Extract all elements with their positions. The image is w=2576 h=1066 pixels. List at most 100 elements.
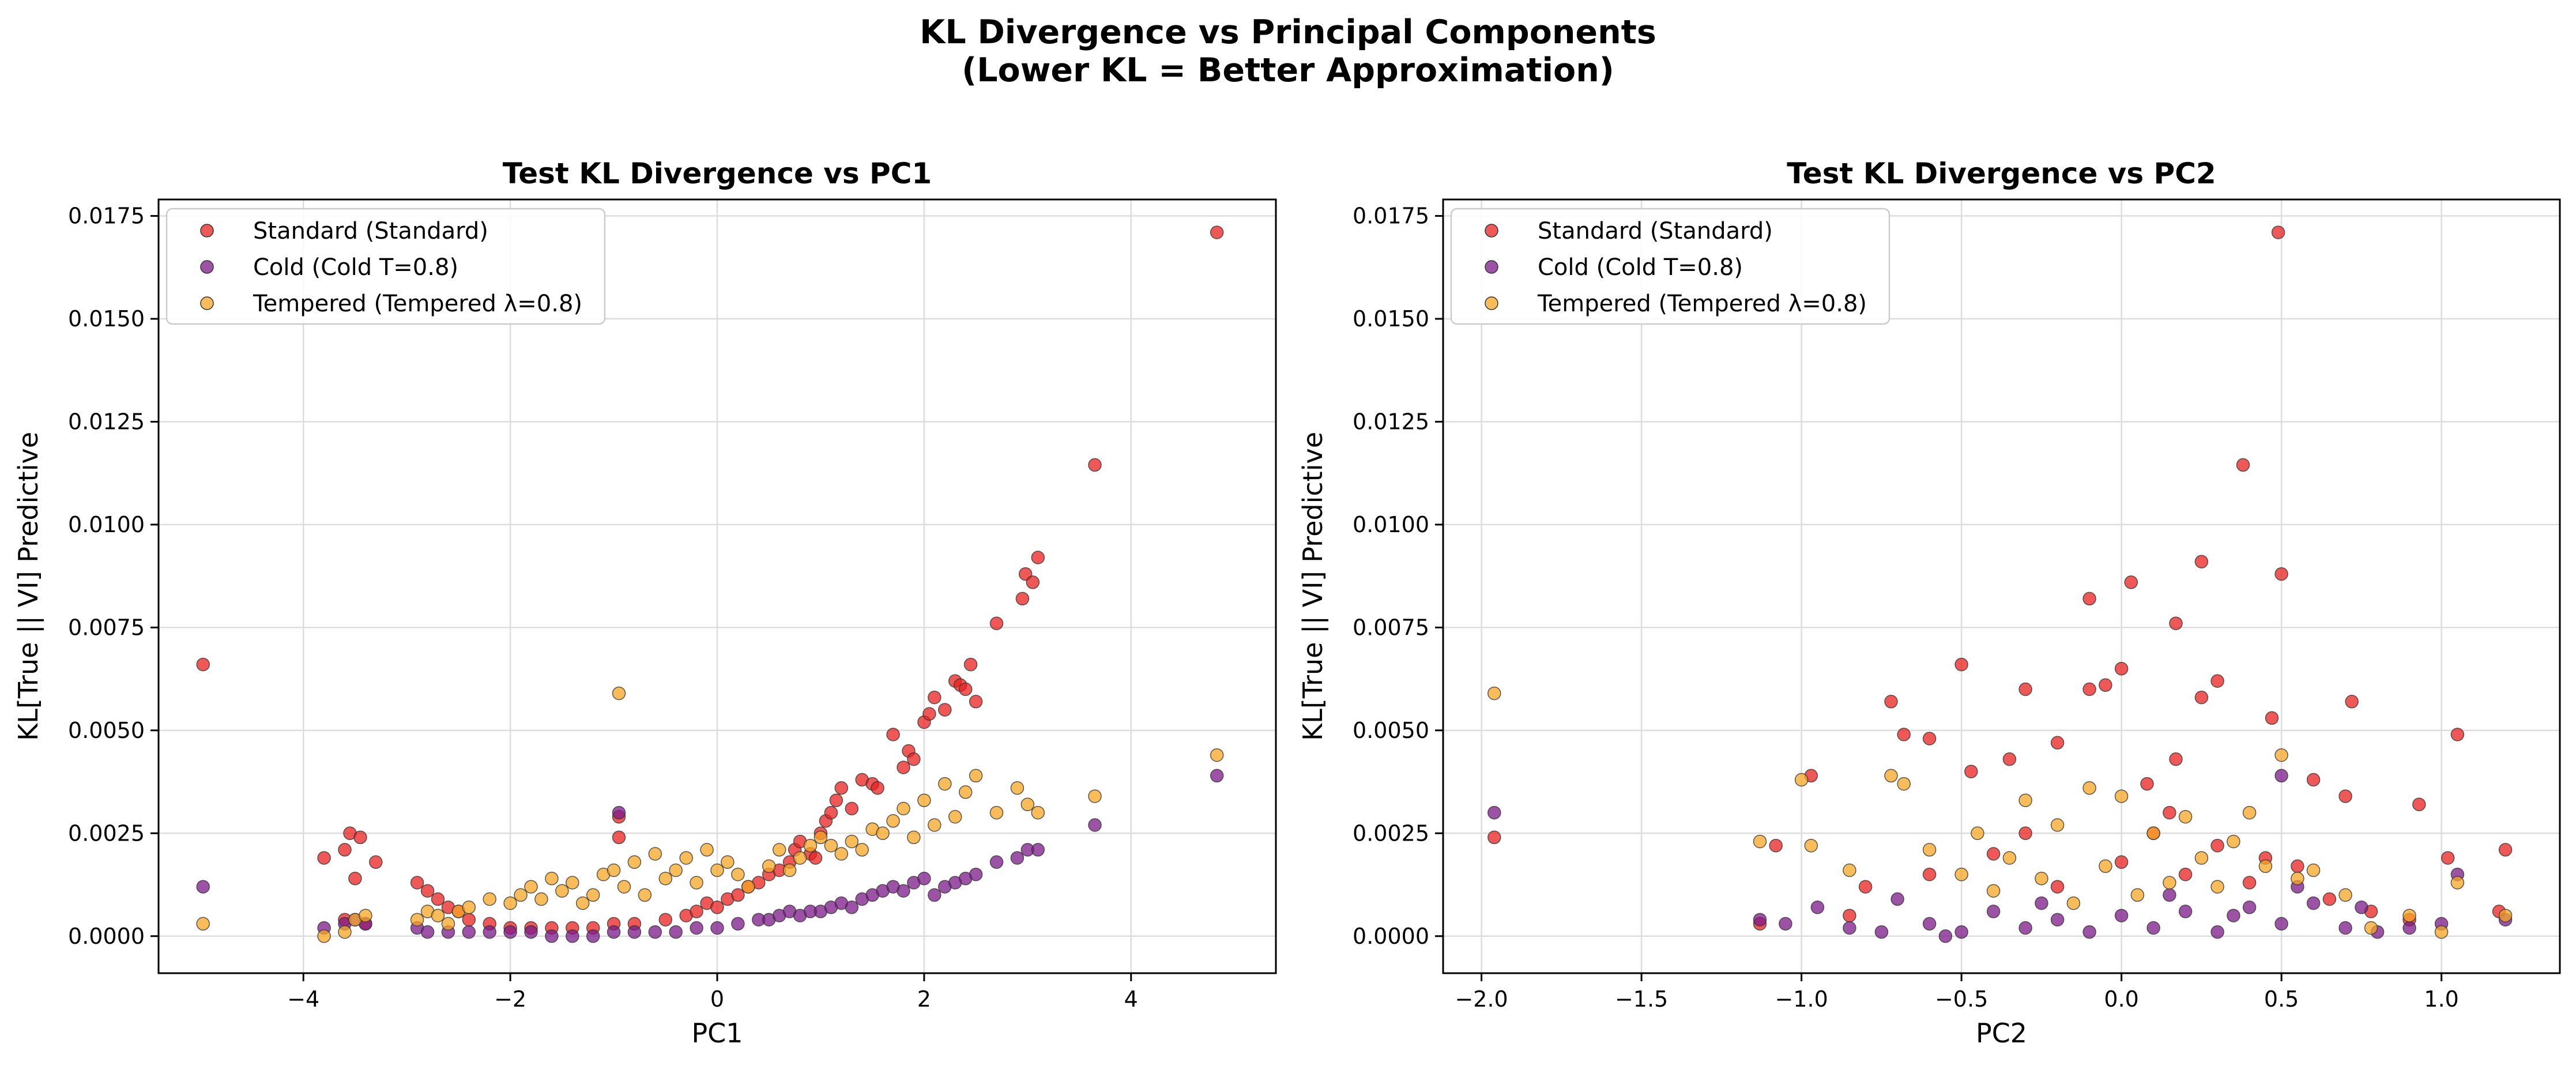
data-point-tempered [2018,793,2032,807]
data-point-tempered [2002,851,2017,865]
data-point-standard [938,703,952,717]
series-tempered [196,686,1224,943]
y-tick-label: 0.0025 [1353,820,1429,846]
data-point-standard [829,793,843,807]
data-point-cold [2227,909,2240,922]
data-point-standard [410,876,424,890]
data-point-tempered [2114,789,2129,803]
data-point-standard [2140,777,2154,791]
data-point-tempered [2291,872,2304,886]
data-point-tempered [690,876,703,890]
data-point-cold [710,921,724,935]
data-point-tempered [617,880,631,894]
data-point-cold [897,884,910,898]
data-point-tempered [897,801,910,816]
legend-label-standard: Standard (Standard) [253,218,488,244]
data-point-tempered [1954,867,1968,882]
x-tick-label: 0.0 [2104,986,2138,1012]
data-point-tempered [638,888,652,902]
x-tick-label: −2.0 [1455,986,1508,1012]
data-point-cold [566,929,579,943]
legend-marker-tempered [200,296,214,310]
data-point-standard [2082,592,2096,606]
data-point-cold [2082,925,2096,939]
data-point-standard [808,851,823,865]
data-point-tempered [803,838,818,853]
data-point-tempered [2450,876,2465,890]
data-point-tempered [1794,773,1809,787]
data-point-standard [2265,711,2279,725]
data-point-tempered [2258,859,2273,873]
legend-label-cold: Cold (Cold T=0.8) [1538,254,1743,281]
legend-label-tempered: Tempered (Tempered λ=0.8) [1537,291,1867,317]
data-point-cold [607,925,621,939]
data-point-standard [2169,752,2183,766]
data-point-cold [483,925,496,939]
data-point-cold [2274,769,2288,783]
data-point-cold [1753,913,1767,926]
x-tick-label: 0 [710,986,724,1012]
data-point-standard [348,872,362,886]
data-point-cold [627,925,642,939]
data-point-cold [1874,925,1889,939]
data-point-standard [824,805,838,820]
y-tick-label: 0.0125 [68,409,145,434]
data-point-tempered [938,777,952,791]
y-tick-label: 0.0125 [1353,409,1429,434]
x-axis-label: PC1 [691,1018,743,1049]
data-point-standard [431,892,445,906]
data-point-tempered [793,851,807,865]
data-point-standard [2163,805,2176,820]
legend-label-standard: Standard (Standard) [1538,218,1773,244]
data-point-tempered [1843,863,1856,877]
legend-marker-standard [200,224,214,238]
data-point-standard [1031,551,1045,564]
data-point-tempered [1088,789,1102,803]
data-point-cold [2274,917,2288,931]
data-point-cold [2114,909,2129,922]
data-point-standard [886,728,900,741]
data-point-tempered [2210,880,2224,894]
data-point-standard [2194,690,2209,705]
data-point-standard [690,905,703,918]
data-point-standard [2441,851,2455,865]
data-point-standard [2050,736,2065,750]
data-point-tempered [2274,748,2288,762]
data-point-standard [1769,838,1783,853]
data-point-tempered [2146,826,2160,841]
data-point-standard [2124,575,2138,589]
data-point-tempered [669,863,683,877]
data-point-standard [2271,225,2285,239]
x-tick-label: 1.0 [2424,986,2458,1012]
data-point-cold [1031,843,1045,857]
data-point-standard [928,690,941,705]
data-point-cold [989,855,1004,869]
x-tick-label: 2 [917,986,931,1012]
data-point-standard [2002,752,2017,766]
series-tempered [1487,686,2513,939]
data-point-standard [2114,855,2129,869]
data-point-tempered [586,888,600,902]
data-point-standard [834,781,849,795]
legend: Standard (Standard) Cold (Cold T=0.8) Temp… [1450,208,1890,325]
x-tick-label: −2 [494,986,526,1012]
data-point-tempered [710,863,724,877]
data-point-cold [1487,805,1501,820]
data-point-standard [420,884,435,898]
data-point-tempered [2194,851,2209,865]
data-point-standard [1964,764,1978,778]
data-point-cold [2035,896,2048,910]
data-point-cold [2018,921,2032,935]
data-point-standard [871,781,884,795]
y-tick-label: 0.0100 [1353,512,1429,537]
series-cold [1487,769,2513,943]
data-point-tempered [1487,686,1501,700]
data-point-tempered [514,888,528,902]
data-point-cold [731,917,745,931]
data-point-tempered [2227,834,2240,849]
data-point-tempered [845,834,859,849]
data-point-cold [2050,913,2065,926]
data-point-cold [690,921,703,935]
data-point-standard [2291,859,2304,873]
data-point-tempered [627,855,642,869]
